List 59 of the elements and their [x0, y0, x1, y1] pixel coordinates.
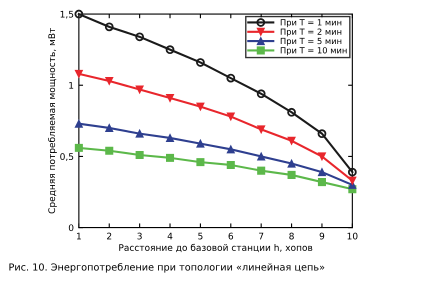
y-tick-label: 1,5 [60, 10, 74, 19]
y-tick-label: 1 [69, 82, 74, 89]
point [348, 168, 357, 176]
point [166, 134, 174, 142]
point [105, 76, 114, 85]
x-axis-title: Расстояние до базовой станции h, хопов [119, 244, 312, 252]
point [196, 140, 204, 148]
point [318, 178, 326, 186]
point [104, 22, 114, 32]
point [136, 150, 144, 160]
x-tick-label: 7 [259, 232, 264, 240]
text: Рис. 10. Энергопотребление при топологии «линейная цепь» [9, 262, 324, 273]
point [166, 154, 174, 162]
point [318, 152, 326, 160]
point [288, 170, 296, 179]
legend-label: При T = 2 мин [280, 28, 342, 36]
point [74, 10, 84, 18]
x-tick-label: 9 [320, 232, 324, 240]
point [105, 124, 114, 132]
point [74, 70, 83, 78]
x-tick-label: 3 [137, 232, 142, 240]
point [196, 158, 204, 166]
x-tick-label: 2 [107, 232, 112, 240]
point [226, 74, 236, 82]
point [166, 94, 174, 102]
x-tick-label: 8 [289, 232, 294, 240]
point [196, 102, 204, 111]
x-tick-label: 4 [168, 232, 172, 240]
point [288, 136, 296, 145]
point [136, 130, 144, 138]
x-tick-label: 5 [198, 232, 202, 240]
legend-label: При T = 5 мин [280, 38, 342, 46]
legend-label: При T = 10 мин [280, 47, 347, 56]
point [226, 160, 235, 169]
point [318, 129, 326, 138]
point [256, 89, 266, 98]
point [196, 58, 205, 67]
point [74, 144, 83, 152]
point [318, 168, 326, 176]
legend-label: При T = 1 мин [280, 19, 342, 28]
point [105, 146, 114, 155]
y-axis-title: Средняя потребляемая мощность, мВт [48, 28, 57, 214]
point [257, 166, 266, 175]
point [226, 112, 235, 121]
point [257, 125, 266, 134]
point [348, 176, 356, 185]
y-tick-label: 0 [68, 224, 74, 232]
point [257, 152, 266, 160]
x-tick-label: 1 [76, 232, 81, 240]
point [136, 85, 144, 94]
point [166, 45, 174, 54]
y-tick-label: 0,5 [60, 153, 74, 161]
x-tick-label: 6 [228, 232, 234, 240]
x-tick-label: 10 [348, 232, 358, 240]
point [226, 145, 235, 154]
point [288, 160, 296, 168]
point [74, 120, 83, 128]
point [135, 32, 144, 42]
point [287, 108, 296, 117]
